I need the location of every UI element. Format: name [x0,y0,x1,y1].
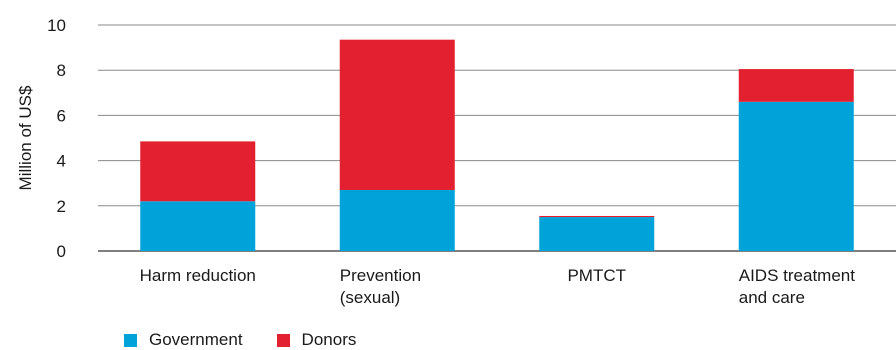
x-category-label: Prevention (sexual) [340,266,421,307]
y-tick-label: 10 [47,16,66,35]
legend-label: Donors [301,330,357,349]
bars [140,39,854,251]
bar-donors-1 [339,39,455,190]
legend-item-donors: Donors [276,330,357,350]
y-tick-label: 0 [57,242,66,261]
bar-donors-2 [539,215,655,218]
legend-label: Government [149,330,243,349]
x-category-label: PMTCT [567,266,626,285]
y-tick-label: 4 [57,152,66,171]
y-tick-label: 2 [57,197,66,216]
y-tick-label: 6 [57,106,66,125]
y-tick-labels: 0 2 4 6 8 10 [47,16,66,261]
bar-government-3 [738,101,854,251]
x-category-label: AIDS treatment and care [739,266,855,307]
bar-government-1 [339,189,455,251]
bar-donors-0 [140,141,256,202]
legend-item-government: Government [124,330,243,350]
y-tick-label: 8 [57,61,66,80]
legend-swatch [276,333,290,347]
bar-donors-3 [738,69,854,102]
legend: Government Donors [124,330,390,350]
category-labels: Harm reduction Prevention (sexual) PMTCT AID… [140,266,856,307]
y-axis-title: Million of US$ [16,85,35,190]
legend-swatch [124,333,137,347]
bar-government-2 [539,217,655,251]
bar-government-0 [140,201,256,251]
x-category-label: Harm reduction [140,266,256,285]
